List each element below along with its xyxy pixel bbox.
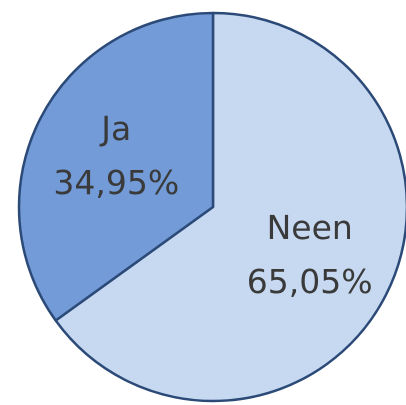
pie-slice [54, 11, 406, 403]
slice-label: Neen [267, 208, 353, 247]
slice-value-label: 34,95% [53, 163, 179, 202]
slice-label: Ja [99, 109, 131, 148]
slice-value-label: 65,05% [247, 262, 373, 301]
pie-slice [17, 11, 215, 322]
